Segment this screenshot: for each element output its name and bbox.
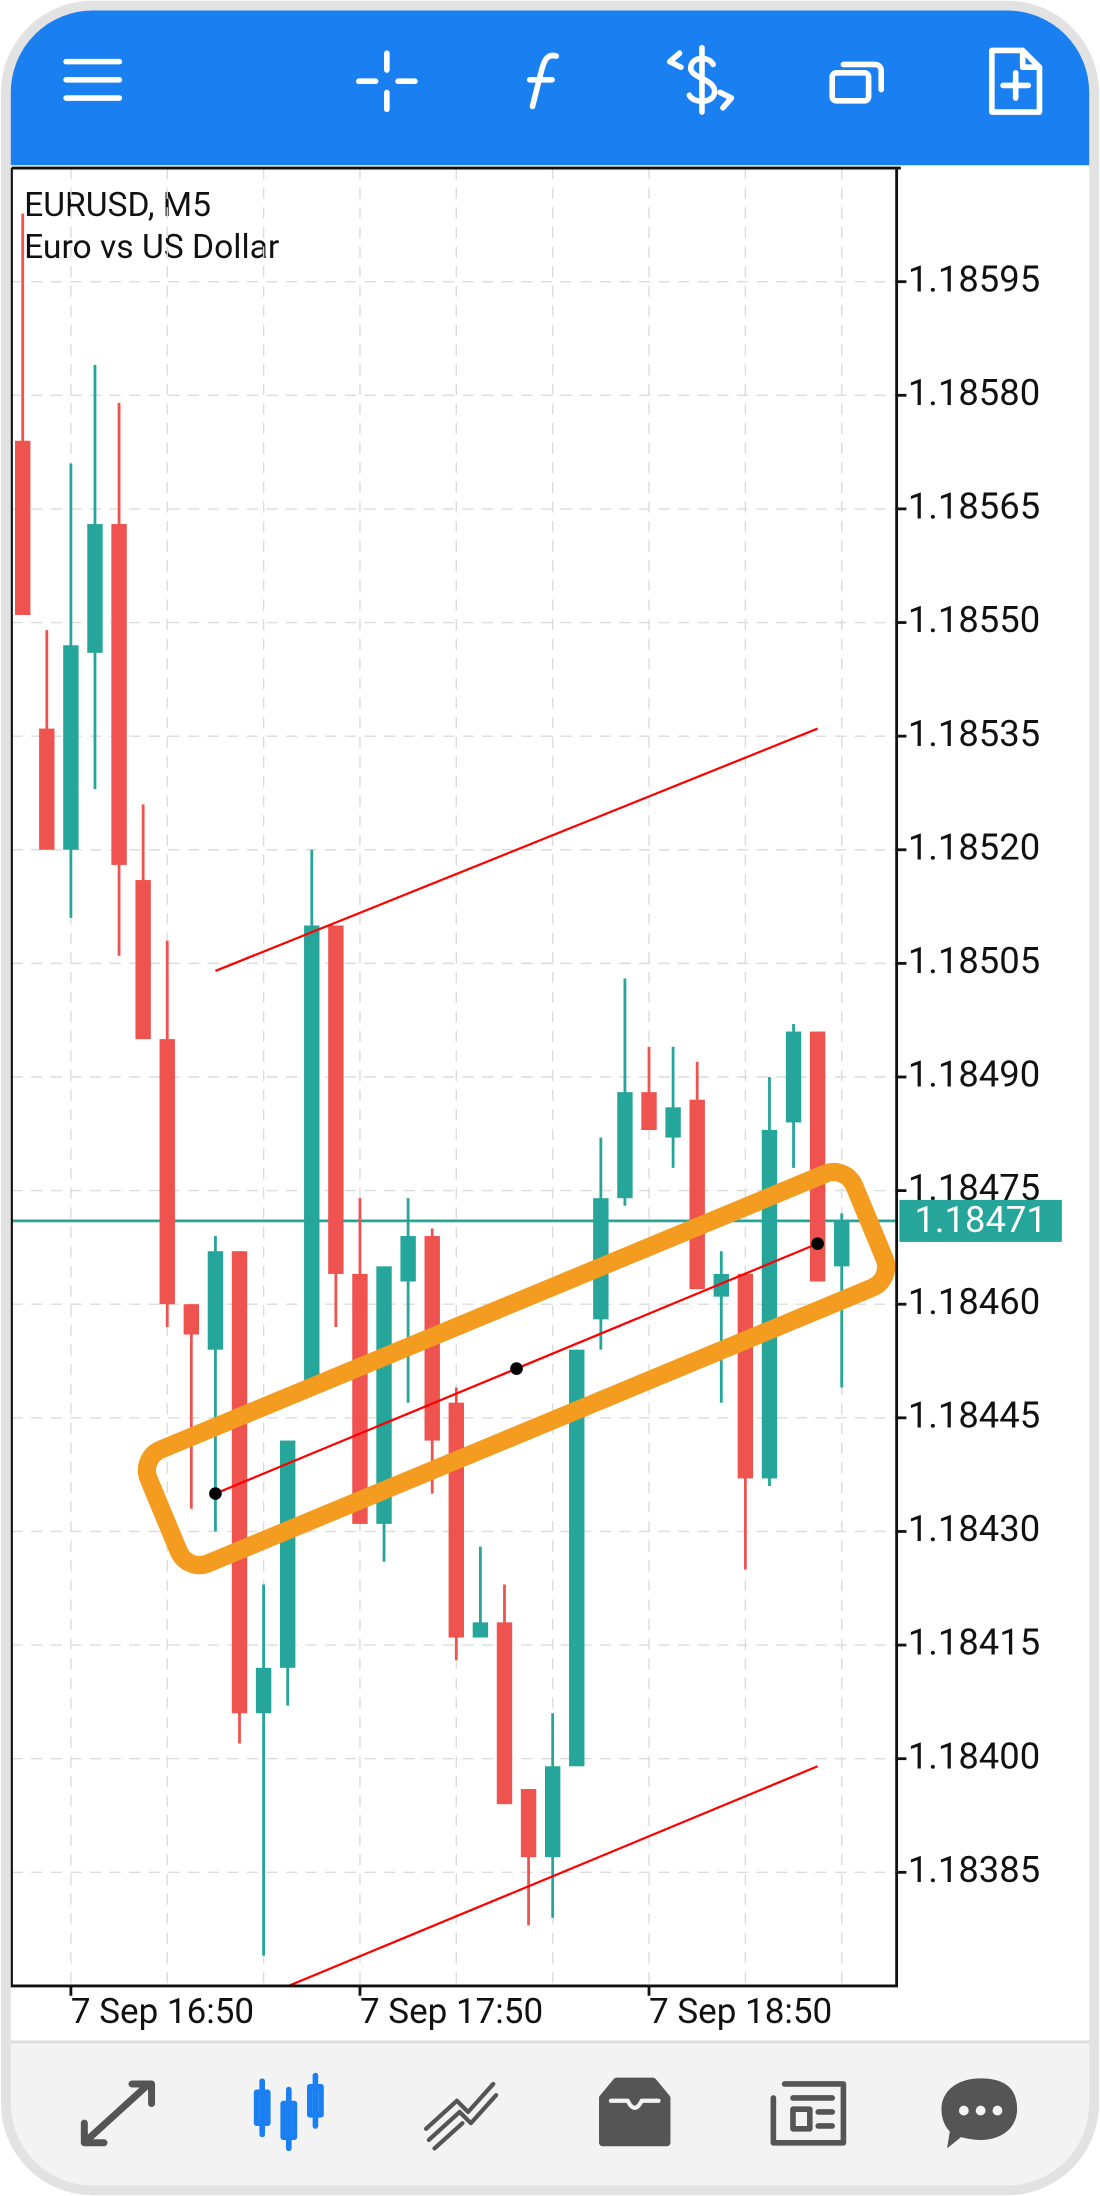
y-tick-label: 1.18580 — [908, 371, 1040, 414]
y-tick-label: 1.18400 — [908, 1734, 1040, 1777]
y-tick-label: 1.18550 — [908, 598, 1040, 641]
candle-body — [665, 1107, 681, 1138]
y-tick-label: 1.18415 — [908, 1621, 1040, 1664]
candle-body — [496, 1622, 513, 1805]
bottom-nav — [5, 2041, 1095, 2191]
highlight-box — [137, 1163, 896, 1575]
candle-body — [111, 524, 127, 865]
candle-body — [689, 1099, 705, 1290]
candle-body — [39, 728, 55, 850]
y-tick-label: 1.18595 — [908, 257, 1040, 300]
indicators-button[interactable] — [526, 52, 560, 110]
candle-body — [641, 1092, 657, 1131]
y-tick-label: 1.18385 — [908, 1848, 1040, 1891]
channel-point — [209, 1487, 222, 1500]
y-tick-label: 1.18565 — [908, 485, 1040, 528]
candle-body — [544, 1766, 561, 1858]
candle-body — [400, 1236, 416, 1282]
plot-frame — [10, 166, 901, 1988]
candle-body — [834, 1220, 850, 1267]
candle-body — [159, 1039, 175, 1305]
trade-button[interactable] — [666, 44, 735, 115]
y-tick-label: 1.18445 — [908, 1393, 1040, 1436]
candle-body — [352, 1273, 368, 1524]
candle-body — [15, 440, 31, 615]
candle-body — [761, 1130, 778, 1479]
y-tick-label: 1.18490 — [908, 1053, 1040, 1096]
candle-body — [809, 1031, 826, 1282]
news-tab[interactable] — [770, 2081, 847, 2146]
x-tick-label: 7 Sep 16:50 — [71, 1991, 254, 2032]
candle-body — [713, 1273, 729, 1297]
candle-body — [231, 1251, 248, 1714]
y-tick-label: 1.18430 — [908, 1507, 1040, 1550]
candle-body — [255, 1667, 272, 1714]
windows-button[interactable] — [829, 61, 885, 104]
current-price-label: 1.18471 — [914, 1198, 1046, 1241]
history-tab[interactable] — [599, 2077, 671, 2147]
trade-tab[interactable] — [423, 2081, 499, 2151]
menu-button[interactable] — [63, 58, 123, 101]
candle-body — [520, 1788, 537, 1858]
candle-body — [737, 1273, 754, 1479]
channel-point — [510, 1362, 523, 1375]
y-tick-label: 1.18505 — [908, 939, 1040, 982]
chart-subtitle: Euro vs US Dollar — [24, 228, 279, 267]
y-tick-label: 1.18535 — [908, 712, 1040, 755]
candle-body — [569, 1349, 585, 1767]
crosshair-button[interactable] — [356, 50, 418, 113]
candle-body — [448, 1402, 465, 1638]
chart: EURUSD, M5 Euro vs US Dollar 1.18385 1.18… — [10, 166, 1062, 2032]
y-tick-label: 1.18520 — [908, 825, 1040, 868]
candle-body — [328, 925, 344, 1274]
y-tick-label: 1.18460 — [908, 1280, 1040, 1323]
candle-body — [87, 524, 103, 653]
new-order-button[interactable] — [989, 47, 1043, 115]
candle-body — [207, 1251, 224, 1350]
channel-lower — [214, 1765, 819, 1986]
x-tick-label: 7 Sep 18:50 — [649, 1991, 832, 2032]
candle-body — [304, 925, 320, 1380]
candle-body — [376, 1266, 392, 1524]
chat-tab[interactable] — [941, 2078, 1018, 2149]
channel-point — [811, 1237, 824, 1250]
candle-body — [617, 1092, 633, 1199]
chart-title: EURUSD, M5 — [24, 186, 211, 225]
quotes-tab[interactable] — [80, 2080, 156, 2147]
channel-upper — [214, 727, 819, 972]
x-tick-label: 7 Sep 17:50 — [360, 1991, 543, 2032]
candle-body — [279, 1440, 296, 1668]
candle-body — [785, 1031, 802, 1123]
chart-tab[interactable] — [253, 2072, 324, 2152]
toolbar — [5, 5, 1095, 166]
candle-body — [63, 645, 79, 850]
candle-body — [183, 1304, 200, 1335]
current-price-tag — [899, 1199, 1062, 1242]
plot-area — [11, 168, 897, 1986]
candle-body — [472, 1622, 489, 1638]
candle-body — [135, 880, 151, 1040]
